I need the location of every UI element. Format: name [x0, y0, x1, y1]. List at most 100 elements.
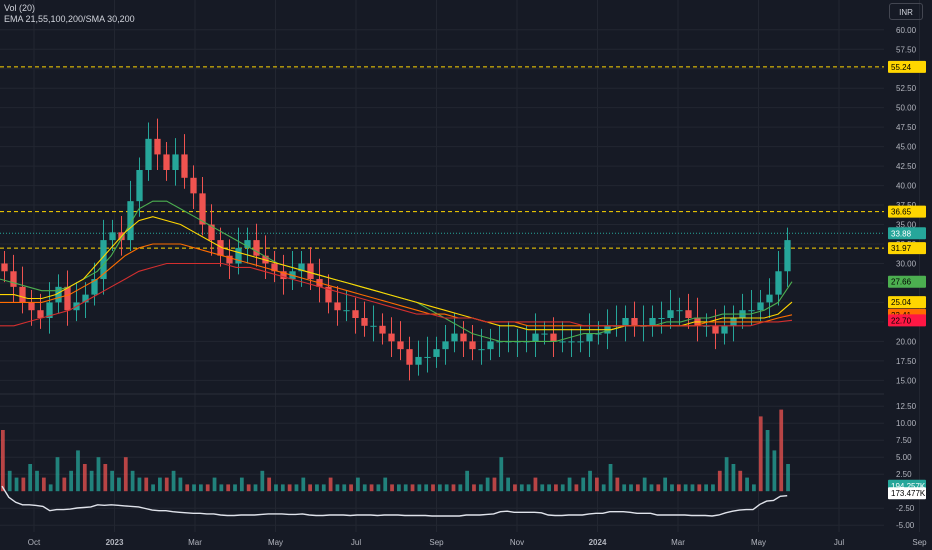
candle-body: [532, 333, 539, 342]
price-badge-bg: [888, 314, 926, 327]
volume-bar: [485, 477, 490, 492]
volume-bar: [752, 484, 756, 492]
volume-bar: [1, 430, 5, 492]
volume-bar: [670, 484, 674, 492]
volume-bar: [635, 484, 640, 492]
candle-body: [109, 232, 116, 241]
candle-body: [766, 294, 773, 303]
volume-bar: [41, 477, 46, 492]
candle-body: [154, 138, 161, 155]
volume-bar: [697, 484, 702, 492]
candle-body: [82, 294, 89, 303]
y-tick-label: 57.50: [896, 45, 917, 54]
volume-tick-label: 12.50: [896, 402, 917, 411]
candle-body: [658, 318, 665, 319]
candle-body: [712, 325, 719, 334]
volume-tick-label: 10.00: [896, 419, 917, 428]
price-badge-bg: [888, 227, 926, 240]
candle-body: [28, 302, 35, 311]
volume-bar: [383, 477, 388, 492]
volume-bar: [786, 464, 790, 492]
volume-bar: [554, 484, 558, 492]
volume-bar: [14, 477, 19, 492]
volume-legend[interactable]: Vol (20): [4, 3, 36, 13]
candle-body: [280, 271, 287, 280]
candle-body: [136, 170, 143, 202]
volume-bar: [513, 484, 517, 492]
candle-body: [10, 271, 17, 287]
volume-badge: 194.257K: [891, 482, 926, 491]
candle-body: [199, 193, 206, 225]
currency-button[interactable]: INR: [889, 3, 923, 20]
volume-bar: [560, 484, 565, 492]
volume-bar: [205, 484, 210, 492]
candle-body: [559, 341, 566, 343]
candle-body: [757, 302, 764, 311]
volume-bar: [717, 470, 722, 492]
candle-body: [361, 318, 368, 326]
volume-bar: [89, 470, 94, 492]
candle-body: [226, 255, 233, 264]
volume-bar: [772, 450, 777, 492]
candle-body: [325, 286, 332, 303]
volume-bar: [499, 457, 504, 492]
volume-bar: [574, 484, 579, 492]
candle-body: [676, 310, 683, 312]
volume-bar: [663, 477, 668, 492]
volume-bar: [533, 477, 538, 492]
x-tick-label: Sep: [912, 538, 927, 547]
volume-bar: [137, 477, 142, 492]
volume-bar: [192, 484, 196, 492]
y-tick-label: 20.00: [896, 337, 917, 346]
volume-bar: [219, 484, 224, 492]
volume-bar: [745, 477, 749, 492]
volume-bar: [526, 484, 531, 492]
ma-legend[interactable]: EMA 21,55,100,200/SMA 30,200: [4, 14, 135, 24]
candle-body: [550, 333, 557, 342]
volume-bar: [239, 477, 244, 492]
volume-bar: [212, 477, 217, 492]
volume-bar: [226, 484, 231, 492]
price-badge-bg: [888, 275, 926, 288]
candle-body: [37, 310, 44, 318]
ema-line: [0, 262, 793, 327]
candle-body: [172, 154, 179, 170]
x-tick-label: 2023: [106, 538, 124, 547]
candle-body: [424, 356, 431, 358]
volume-bar: [328, 477, 333, 492]
volume-bar: [308, 484, 312, 492]
volume-badge: 173.477K: [891, 489, 926, 498]
x-tick-label: Mar: [671, 538, 685, 547]
candle-body: [379, 325, 386, 334]
volume-bar: [601, 484, 606, 492]
volume-bar: [48, 484, 53, 492]
volume-bar: [704, 484, 708, 492]
volume-tick-label: 2.50: [896, 470, 912, 479]
volume-bar: [519, 484, 524, 492]
volume-bar: [567, 477, 572, 492]
price-badge: 22.70: [891, 316, 912, 325]
volume-bar: [82, 464, 87, 492]
volume-bar: [28, 464, 33, 492]
price-line-badge-bg: [888, 205, 926, 218]
candle-body: [406, 349, 413, 365]
candle-body: [217, 240, 224, 256]
volume-bar: [615, 477, 620, 492]
x-tick-label: Oct: [28, 538, 41, 547]
candle-body: [487, 341, 494, 350]
volume-bar: [110, 470, 114, 492]
volume-bar: [315, 484, 319, 492]
volume-bar: [656, 484, 661, 492]
volume-bar: [431, 484, 435, 492]
candle-body: [442, 341, 449, 350]
volume-bar: [356, 477, 360, 492]
price-line-badge-bg: [888, 60, 926, 73]
candle-body: [496, 341, 503, 343]
volume-bar: [690, 484, 695, 492]
volume-bar: [164, 477, 169, 492]
volume-bar: [676, 484, 681, 492]
volume-ma-line: [1, 485, 788, 517]
x-tick-label: Jul: [351, 538, 361, 547]
